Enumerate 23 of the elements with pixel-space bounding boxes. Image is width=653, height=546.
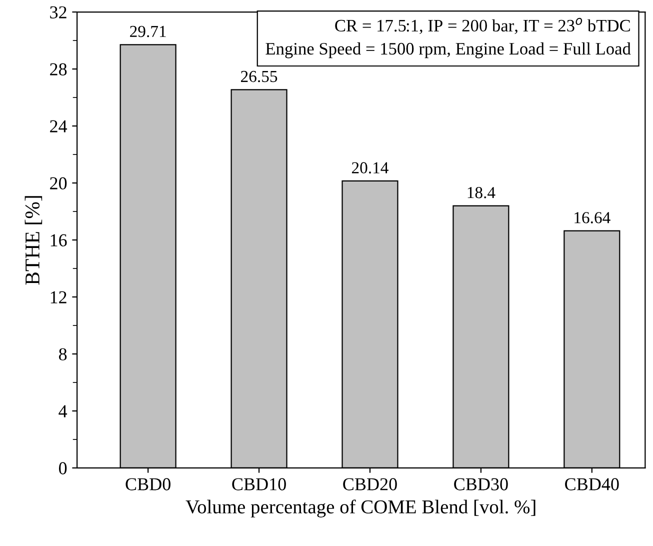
x-tick-label: CBD20 bbox=[343, 478, 397, 490]
y-tick-label: 24 bbox=[50, 120, 68, 132]
data-label: 20.14 bbox=[352, 162, 388, 174]
x-tick-label: CBD40 bbox=[565, 478, 619, 490]
data-label: 16.64 bbox=[574, 212, 610, 224]
y-tick-label: 28 bbox=[50, 63, 67, 76]
y-tick-label: 16 bbox=[50, 234, 67, 246]
y-tick-label: 0 bbox=[58, 462, 67, 474]
annotation: CR = 17.5:1, IP = 200 bar, IT = 23$^{o}$ bTDC bbox=[335, 18, 630, 34]
x-tick-label: CBD30 bbox=[454, 478, 508, 490]
data-label: 18.4 bbox=[468, 186, 496, 198]
y-tick-label: 8 bbox=[58, 348, 67, 360]
x-tick-label: CBD10 bbox=[232, 478, 286, 490]
data-label: 26.55 bbox=[241, 70, 278, 82]
x-tick-label: CBD0 bbox=[126, 478, 170, 490]
y-axis-title: BTHE [%] bbox=[24, 196, 42, 285]
y-tick-label: 12 bbox=[50, 291, 66, 304]
annotation: Engine Speed = 1500 rpm, Engine Load = Full Load bbox=[266, 42, 631, 58]
data-label: 29.71 bbox=[130, 26, 166, 38]
y-tick-label: 32 bbox=[50, 6, 66, 18]
x-axis-title: Volume percentage of COME Blend [vol. %] bbox=[186, 500, 536, 518]
y-tick-label: 20 bbox=[50, 177, 67, 190]
y-tick-label: 4 bbox=[58, 405, 68, 418]
